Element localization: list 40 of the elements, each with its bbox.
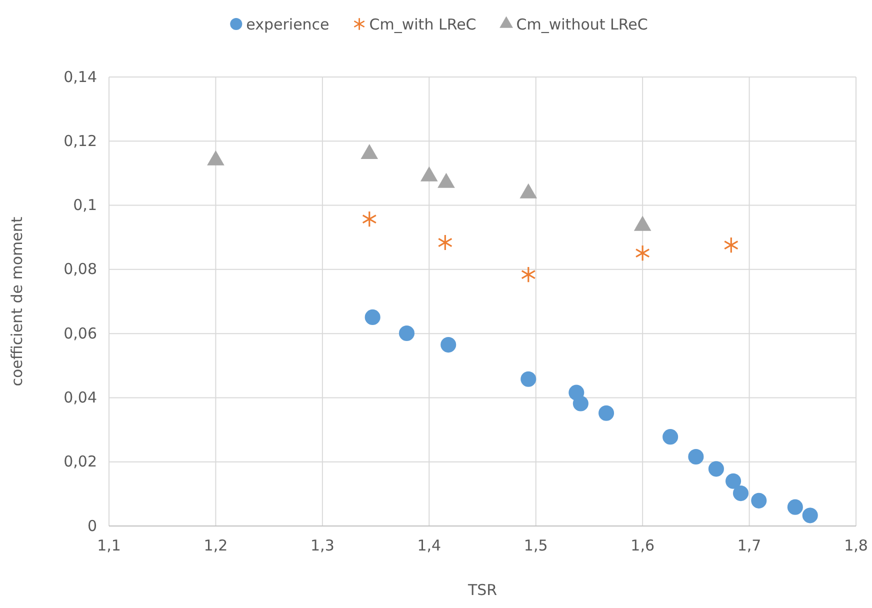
point [708, 461, 724, 477]
point [787, 499, 803, 515]
point [635, 244, 650, 262]
y-axis-title: coefficient de moment [8, 216, 26, 386]
point [364, 309, 380, 325]
y-tick-label: 0,06 [64, 324, 97, 342]
x-tick-label: 1,2 [204, 536, 228, 555]
y-tick-label: 0,02 [64, 452, 97, 471]
point [398, 325, 415, 342]
x-tick-label: 1,7 [737, 536, 762, 555]
x-tick-label: 1,1 [97, 536, 121, 555]
point [688, 448, 704, 464]
x-tick-label: 1,6 [630, 536, 654, 555]
point [662, 429, 678, 445]
x-axis-title: TSR [466, 581, 498, 599]
y-tick-label: 0 [87, 516, 97, 535]
legend-label: experience [246, 15, 330, 34]
y-tick-label: 0,14 [64, 68, 97, 86]
point [572, 396, 588, 412]
y-tick-label: 0,08 [64, 260, 97, 278]
point [598, 405, 614, 421]
x-tick-label: 1,3 [310, 536, 334, 555]
x-tick-label: 1,4 [417, 536, 442, 555]
point [724, 236, 738, 254]
point [440, 337, 456, 353]
point [751, 492, 767, 508]
x-tick-label: 1,8 [844, 536, 868, 555]
point [802, 508, 818, 524]
legend-label: Cm_with LReC [369, 15, 476, 34]
x-tick-label: 1,5 [524, 536, 548, 555]
point [732, 486, 749, 502]
legend-label: Cm_without LReC [516, 15, 648, 34]
point [521, 266, 536, 283]
y-tick-label: 0,12 [64, 132, 97, 150]
point [726, 473, 742, 489]
point [362, 210, 377, 228]
point [438, 234, 452, 251]
y-tick-label: 0,04 [64, 388, 97, 407]
y-tick-label: 0,1 [73, 196, 97, 214]
point [520, 371, 536, 387]
